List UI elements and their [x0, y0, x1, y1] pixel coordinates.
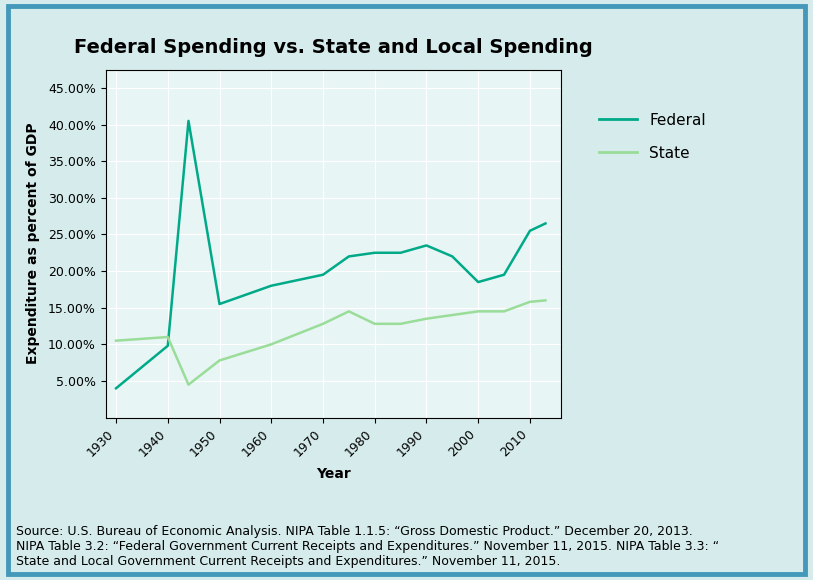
State: [447, 311, 457, 318]
State: [215, 357, 224, 364]
State: [344, 308, 354, 315]
State: [184, 381, 193, 388]
Federal: [215, 300, 224, 307]
Federal: [111, 385, 121, 392]
Legend: Federal, State: Federal, State: [591, 105, 714, 169]
Federal: [447, 253, 457, 260]
Text: Source: U.S. Bureau of Economic Analysis. NIPA Table 1.1.5: “Gross Domestic Prod: Source: U.S. Bureau of Economic Analysis…: [16, 525, 720, 568]
State: [163, 334, 172, 340]
Federal: [396, 249, 406, 256]
Federal: [473, 278, 483, 285]
State: [267, 341, 276, 348]
State: [525, 298, 535, 305]
Y-axis label: Expenditure as percent of GDP: Expenditure as percent of GDP: [26, 123, 40, 364]
Federal: [541, 220, 550, 227]
State: [318, 320, 328, 327]
State: [541, 297, 550, 304]
State: [111, 337, 121, 344]
State: [473, 308, 483, 315]
Federal: [318, 271, 328, 278]
Federal: [267, 282, 276, 289]
State: [499, 308, 509, 315]
X-axis label: Year: Year: [316, 467, 350, 481]
Line: State: State: [116, 300, 546, 385]
Line: Federal: Federal: [116, 121, 546, 388]
Federal: [344, 253, 354, 260]
Federal: [184, 117, 193, 124]
Federal: [499, 271, 509, 278]
Federal: [163, 342, 172, 349]
Federal: [422, 242, 432, 249]
Federal: [525, 227, 535, 234]
State: [396, 320, 406, 327]
Federal: [370, 249, 380, 256]
Text: Federal Spending vs. State and Local Spending: Federal Spending vs. State and Local Spe…: [74, 38, 593, 57]
State: [370, 320, 380, 327]
State: [422, 315, 432, 322]
